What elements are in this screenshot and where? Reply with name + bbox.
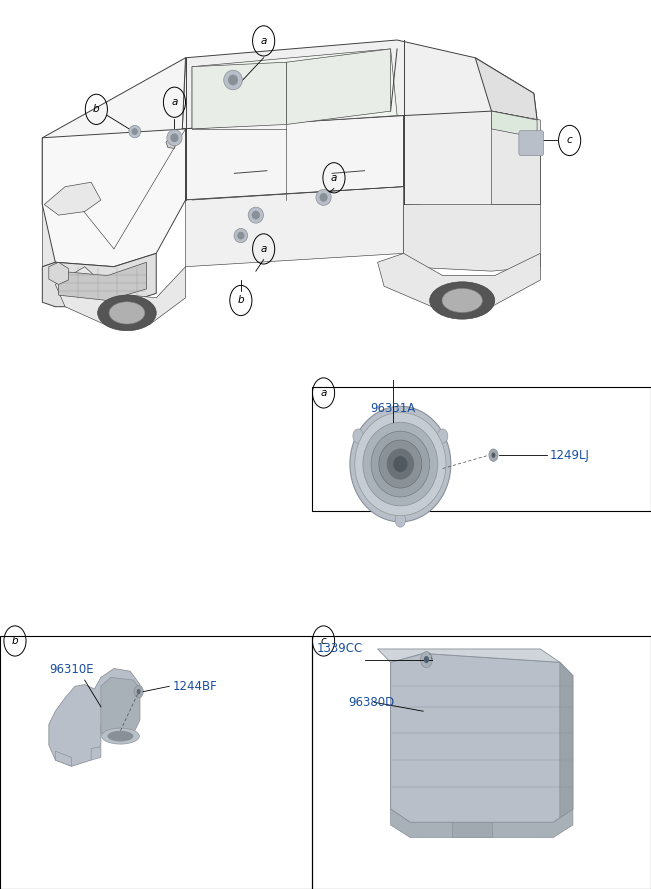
Polygon shape bbox=[101, 677, 140, 740]
Circle shape bbox=[137, 689, 141, 694]
Circle shape bbox=[134, 685, 143, 698]
Ellipse shape bbox=[107, 731, 133, 741]
Ellipse shape bbox=[430, 282, 495, 319]
Polygon shape bbox=[492, 111, 540, 204]
Text: 96331A: 96331A bbox=[370, 402, 416, 415]
Text: b: b bbox=[12, 636, 18, 646]
Polygon shape bbox=[378, 253, 540, 308]
Ellipse shape bbox=[316, 189, 331, 205]
Ellipse shape bbox=[224, 70, 242, 90]
Ellipse shape bbox=[387, 448, 414, 480]
Polygon shape bbox=[286, 49, 391, 124]
Circle shape bbox=[395, 513, 406, 527]
Text: 96380D: 96380D bbox=[348, 696, 395, 709]
Ellipse shape bbox=[102, 728, 139, 744]
Bar bbox=[312, 387, 651, 511]
Ellipse shape bbox=[228, 75, 238, 85]
Polygon shape bbox=[55, 751, 72, 766]
Polygon shape bbox=[42, 253, 156, 307]
Polygon shape bbox=[192, 49, 397, 129]
Polygon shape bbox=[492, 111, 537, 138]
Polygon shape bbox=[404, 111, 540, 209]
Circle shape bbox=[492, 453, 495, 458]
Text: b: b bbox=[238, 295, 244, 306]
Polygon shape bbox=[49, 669, 140, 766]
Polygon shape bbox=[404, 204, 540, 271]
Ellipse shape bbox=[237, 232, 245, 239]
Text: 1339CC: 1339CC bbox=[317, 642, 363, 655]
Ellipse shape bbox=[320, 193, 327, 202]
Ellipse shape bbox=[98, 295, 156, 331]
Ellipse shape bbox=[442, 288, 482, 312]
Text: a: a bbox=[331, 172, 337, 183]
Text: a: a bbox=[260, 36, 267, 46]
Ellipse shape bbox=[371, 431, 430, 497]
Ellipse shape bbox=[109, 302, 145, 324]
Ellipse shape bbox=[234, 228, 247, 243]
Circle shape bbox=[437, 428, 448, 444]
Text: a: a bbox=[171, 97, 178, 108]
Ellipse shape bbox=[379, 440, 422, 488]
Ellipse shape bbox=[129, 125, 141, 138]
Polygon shape bbox=[166, 138, 174, 148]
Text: c: c bbox=[321, 636, 326, 646]
Ellipse shape bbox=[393, 456, 408, 472]
Polygon shape bbox=[182, 116, 404, 200]
Ellipse shape bbox=[355, 412, 446, 516]
Text: 96310E: 96310E bbox=[49, 662, 94, 676]
Polygon shape bbox=[452, 822, 492, 837]
Polygon shape bbox=[186, 187, 404, 267]
Polygon shape bbox=[91, 747, 101, 760]
Text: a: a bbox=[260, 244, 267, 254]
Ellipse shape bbox=[363, 422, 438, 506]
Polygon shape bbox=[560, 662, 573, 818]
Circle shape bbox=[424, 656, 429, 663]
Text: a: a bbox=[320, 388, 327, 398]
FancyBboxPatch shape bbox=[519, 131, 544, 156]
Polygon shape bbox=[391, 809, 573, 837]
Bar bbox=[312, 636, 651, 889]
Polygon shape bbox=[59, 262, 146, 300]
Circle shape bbox=[421, 652, 432, 668]
Polygon shape bbox=[42, 58, 186, 204]
Polygon shape bbox=[182, 40, 537, 129]
Polygon shape bbox=[192, 62, 286, 129]
Ellipse shape bbox=[248, 207, 264, 223]
Ellipse shape bbox=[171, 133, 178, 142]
Text: 1244BF: 1244BF bbox=[173, 680, 217, 693]
Bar bbox=[0, 636, 312, 889]
Polygon shape bbox=[42, 142, 186, 267]
Ellipse shape bbox=[350, 406, 450, 522]
Polygon shape bbox=[475, 58, 537, 120]
Ellipse shape bbox=[132, 128, 138, 135]
Text: b: b bbox=[93, 104, 100, 115]
Ellipse shape bbox=[167, 130, 182, 146]
Polygon shape bbox=[55, 267, 186, 327]
Ellipse shape bbox=[252, 211, 260, 220]
Circle shape bbox=[489, 449, 498, 461]
Polygon shape bbox=[49, 262, 68, 284]
Polygon shape bbox=[42, 129, 186, 267]
Circle shape bbox=[353, 428, 363, 444]
Polygon shape bbox=[378, 649, 560, 662]
Text: 1249LJ: 1249LJ bbox=[550, 449, 590, 461]
Text: c: c bbox=[567, 135, 572, 146]
Polygon shape bbox=[44, 182, 101, 215]
Polygon shape bbox=[391, 653, 573, 822]
